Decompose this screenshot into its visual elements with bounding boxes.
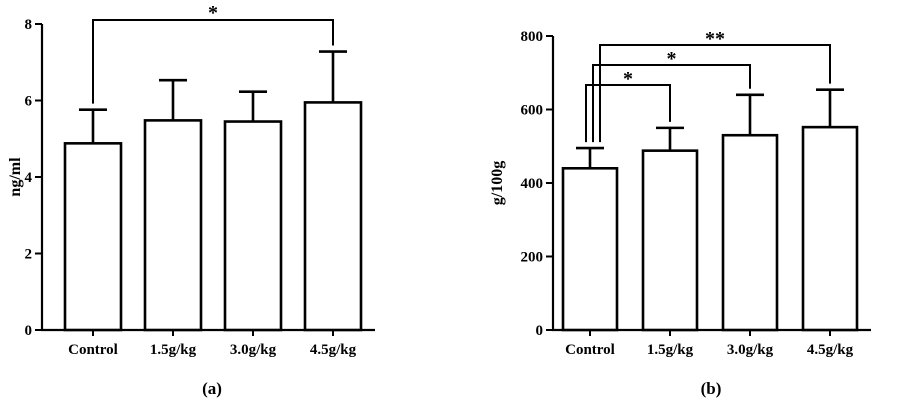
bar-30gkg xyxy=(721,133,779,332)
significance-label: ** xyxy=(705,28,725,50)
bar-15gkg xyxy=(143,119,203,332)
y-axis-label: g/100g xyxy=(489,161,506,205)
significance-label: * xyxy=(623,68,633,90)
y-tick-label: 0 xyxy=(536,323,544,339)
y-axis-label: ng/ml xyxy=(7,157,24,197)
bar-control xyxy=(561,167,619,332)
significance-bracket xyxy=(585,84,671,143)
significance-bracket xyxy=(599,44,831,143)
chart-panel-a: 0 2 4 6 8 ng/ml Control 1.5g/kg 3.0g/kg 4.5g/kg * (… xyxy=(7,2,375,398)
y-tick-label: 800 xyxy=(521,29,544,45)
panel-label: (a) xyxy=(202,379,222,398)
x-tick-label: Control xyxy=(565,342,615,358)
x-tick-label: 3.0g/kg xyxy=(230,342,277,358)
x-tick-label: 1.5g/kg xyxy=(647,342,694,358)
x-tick-label: 4.5g/kg xyxy=(807,342,854,358)
significance-label: * xyxy=(667,48,677,70)
y-tick-label: 600 xyxy=(521,103,544,119)
bar-45gkg xyxy=(303,101,363,332)
bar-control xyxy=(63,142,123,332)
y-tick-label: 8 xyxy=(25,17,33,33)
x-tick-label: 4.5g/kg xyxy=(310,342,357,358)
bar-30gkg xyxy=(223,120,283,332)
x-tick-label: 3.0g/kg xyxy=(727,342,774,358)
y-tick-label: 0 xyxy=(25,323,33,339)
x-tick-label: Control xyxy=(68,342,118,358)
y-tick-label: 200 xyxy=(521,250,544,266)
y-tick-label: 4 xyxy=(25,170,33,186)
x-tick-label: 1.5g/kg xyxy=(150,342,197,358)
chart-panel-b: 0 200 400 600 800 g/100g Control 1.5g/kg 3.0g/kg… xyxy=(489,28,871,398)
y-tick-label: 400 xyxy=(521,176,544,192)
significance-bracket xyxy=(592,64,751,143)
y-tick-label: 2 xyxy=(25,247,33,263)
panel-label: (b) xyxy=(701,379,722,398)
bar-15gkg xyxy=(641,149,699,332)
significance-bracket xyxy=(92,19,334,104)
bar-45gkg xyxy=(801,125,859,332)
significance-label: * xyxy=(208,2,218,24)
y-tick-label: 6 xyxy=(25,94,33,110)
